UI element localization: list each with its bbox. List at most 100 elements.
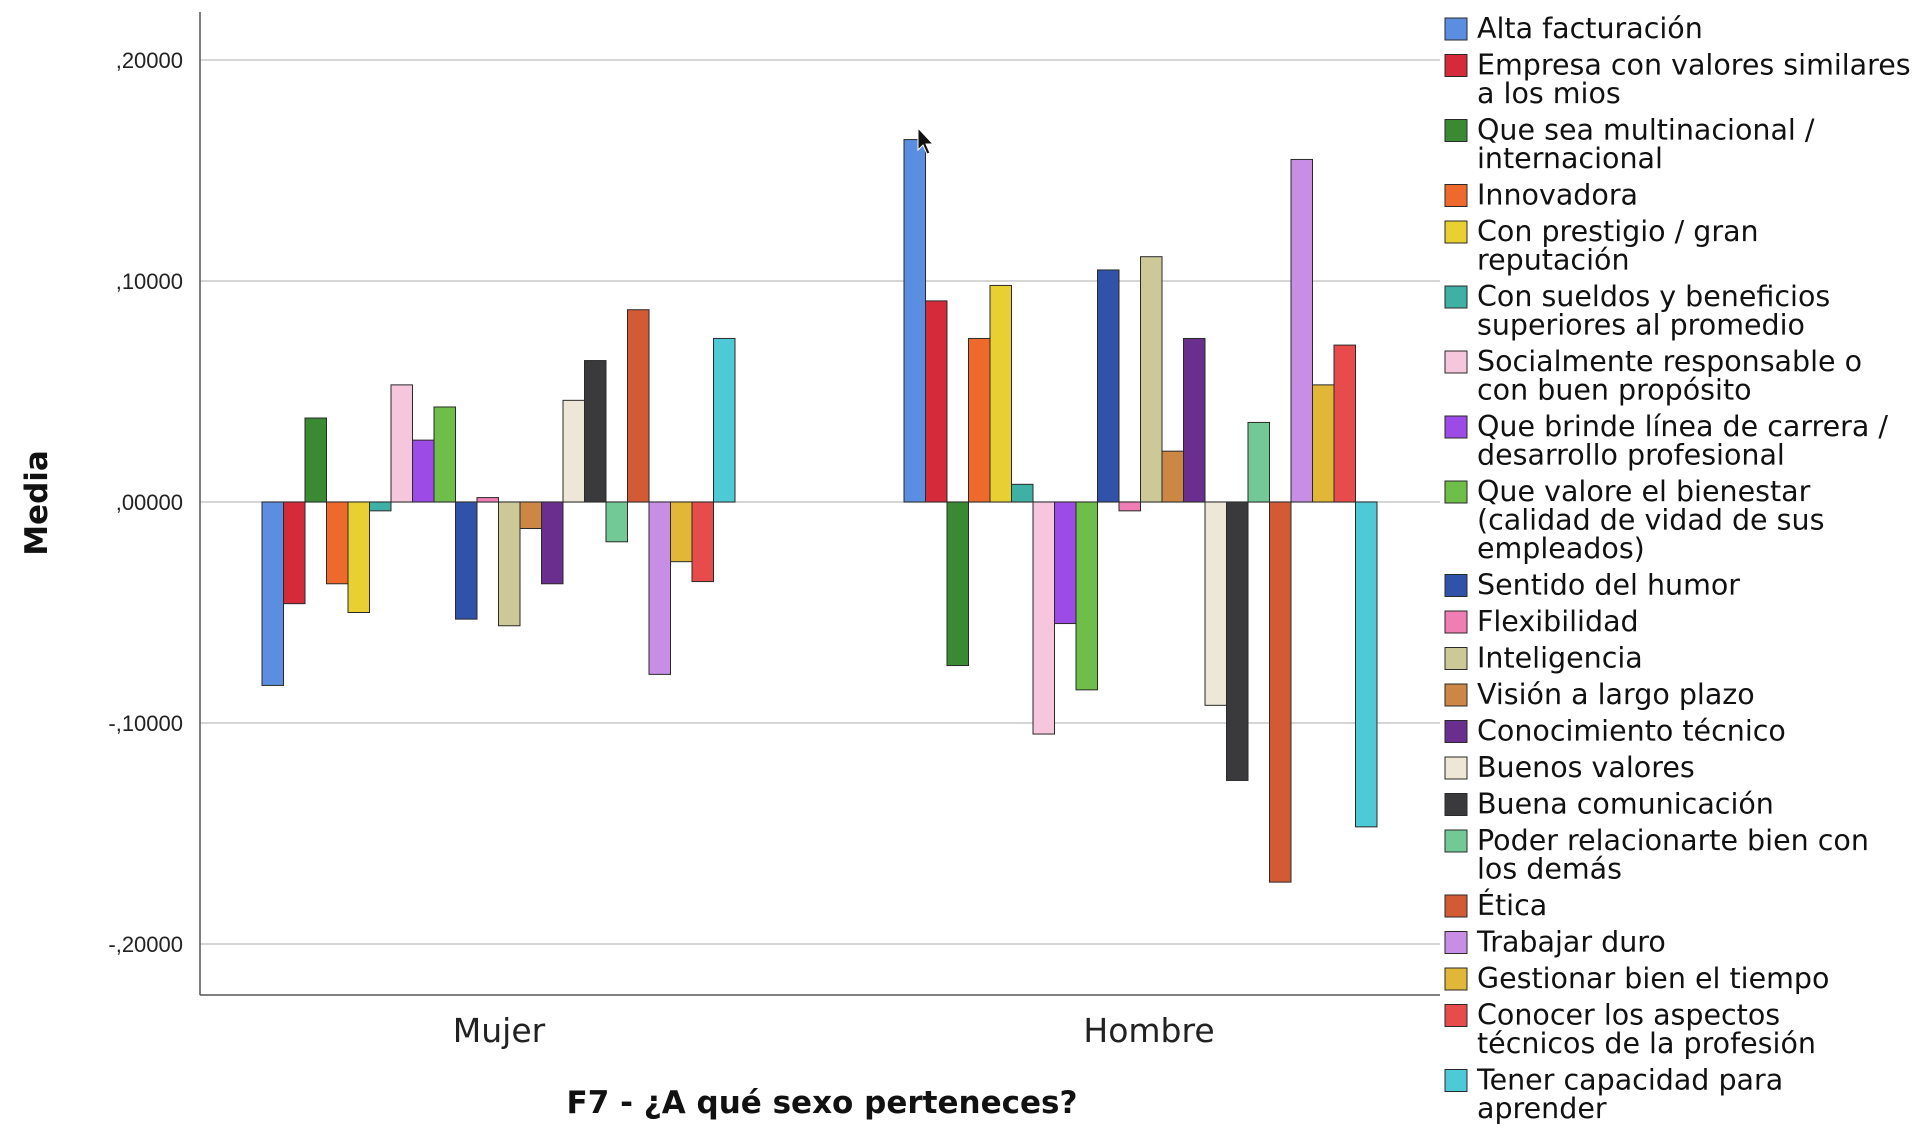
- legend-item: Alta facturación: [1444, 12, 1703, 45]
- legend-swatch: [1444, 17, 1468, 41]
- bar: [1226, 501, 1249, 781]
- bar: [989, 284, 1012, 503]
- bar: [326, 501, 349, 585]
- legend-label: Visión a largo plazo: [1477, 678, 1755, 711]
- legend-label: (calidad de vidad de sus: [1477, 504, 1824, 537]
- legend-label: Trabajar duro: [1476, 926, 1666, 959]
- bar: [1075, 501, 1098, 691]
- legend-label: Con sueldos y beneficios: [1477, 280, 1830, 313]
- legend-label: Poder relacionarte bien con: [1477, 824, 1869, 857]
- x-axis-title: F7 - ¿A qué sexo perteneces?: [567, 1085, 1078, 1121]
- legend-swatch: [1444, 647, 1468, 670]
- legend-label: Conocimiento técnico: [1477, 715, 1786, 748]
- bar: [1032, 501, 1055, 735]
- legend-swatch: [1444, 184, 1468, 207]
- legend-label: Que sea multinacional /: [1477, 114, 1815, 147]
- legend-label: Con prestigio / gran: [1477, 215, 1759, 248]
- legend-item: Conocimiento técnico: [1444, 715, 1786, 748]
- bar: [498, 501, 521, 627]
- bar: [670, 501, 693, 563]
- legend-label: reputación: [1477, 244, 1630, 277]
- bar: [1312, 384, 1335, 503]
- bar: [562, 399, 585, 503]
- legend-swatch: [1444, 1004, 1468, 1027]
- legend-label: Socialmente responsable o: [1477, 345, 1862, 378]
- legend-swatch: [1444, 415, 1468, 439]
- bar: [1269, 501, 1292, 883]
- bar: [541, 501, 564, 585]
- bar: [1118, 501, 1141, 512]
- bar: [455, 501, 478, 620]
- bar: [1333, 344, 1356, 503]
- legend-item: Gestionar bien el tiempo: [1444, 962, 1829, 995]
- bar: [1204, 501, 1227, 706]
- legend-item: Que valore el bienestar(calidad de vidad…: [1444, 475, 1824, 565]
- legend-label: Que brinde línea de carrera /: [1477, 410, 1888, 443]
- bar: [1290, 158, 1313, 503]
- bar: [412, 439, 435, 503]
- legend-swatch: [1444, 967, 1468, 991]
- bar: [1011, 483, 1034, 503]
- legend-label: Inteligencia: [1477, 642, 1643, 675]
- bar: [433, 406, 456, 503]
- legend-label: empleados): [1477, 532, 1645, 565]
- legend-label: Innovadora: [1477, 179, 1638, 212]
- bar: [1097, 269, 1120, 503]
- bar: [1161, 450, 1184, 503]
- legend-swatch: [1444, 480, 1468, 504]
- legend-label: internacional: [1477, 142, 1663, 175]
- legend-item: Inteligencia: [1444, 642, 1643, 675]
- legend-label: Buenos valores: [1477, 751, 1695, 784]
- legend-swatch: [1444, 285, 1468, 309]
- legend-label: Buena comunicación: [1477, 788, 1774, 821]
- legend-item: Ética: [1444, 888, 1547, 922]
- legend-label: técnicos de la profesión: [1477, 1027, 1816, 1060]
- legend-label: con buen propósito: [1477, 374, 1752, 407]
- bar: [713, 337, 736, 503]
- labels: Media F7 - ¿A qué sexo perteneces? ,2000…: [19, 48, 1215, 1121]
- bar: [519, 501, 542, 530]
- bar: [1140, 256, 1163, 503]
- legend-label: aprender: [1477, 1092, 1607, 1125]
- legend-label: Conocer los aspectos: [1477, 999, 1780, 1032]
- bar: [605, 501, 628, 543]
- bar: [648, 501, 671, 675]
- bar: [283, 501, 306, 605]
- legend-item: Que sea multinacional /internacional: [1444, 114, 1815, 175]
- bar: [925, 300, 948, 503]
- legend-swatch: [1444, 793, 1468, 816]
- legend-label: Empresa con valores similares: [1477, 49, 1911, 82]
- bar: [627, 309, 650, 503]
- legend-label: Sentido del humor: [1477, 569, 1740, 602]
- legend-label: los demás: [1477, 853, 1622, 886]
- bar: [1054, 501, 1077, 625]
- legend-label: desarrollo profesional: [1477, 439, 1785, 472]
- legend-label: Ética: [1477, 888, 1547, 922]
- bar: [1183, 337, 1206, 503]
- bar: [968, 337, 991, 503]
- legend-label: a los mios: [1477, 77, 1621, 110]
- legend-label: superiores al promedio: [1477, 309, 1805, 342]
- legend-label: Gestionar bien el tiempo: [1477, 962, 1829, 995]
- bar: [584, 360, 607, 503]
- y-tick-label: ,10000: [116, 269, 183, 294]
- x-category-label: Hombre: [1083, 1011, 1214, 1050]
- y-tick-label: -,10000: [108, 711, 183, 736]
- legend-label: Flexibilidad: [1477, 605, 1639, 638]
- y-tick-label: ,00000: [116, 490, 183, 515]
- legend-label: Tener capacidad para: [1476, 1064, 1783, 1097]
- bar: [1247, 421, 1270, 503]
- mouse-cursor-icon: [917, 126, 935, 155]
- bar: [304, 417, 327, 503]
- legend-swatch: [1444, 1069, 1468, 1092]
- legend-swatch: [1444, 894, 1468, 918]
- legend: Alta facturación Empresa con valores simi…: [1444, 12, 1911, 1125]
- bar: [1355, 501, 1378, 828]
- y-axis-title: Media: [19, 450, 55, 556]
- bar: [903, 139, 926, 503]
- legend-swatch: [1444, 829, 1468, 853]
